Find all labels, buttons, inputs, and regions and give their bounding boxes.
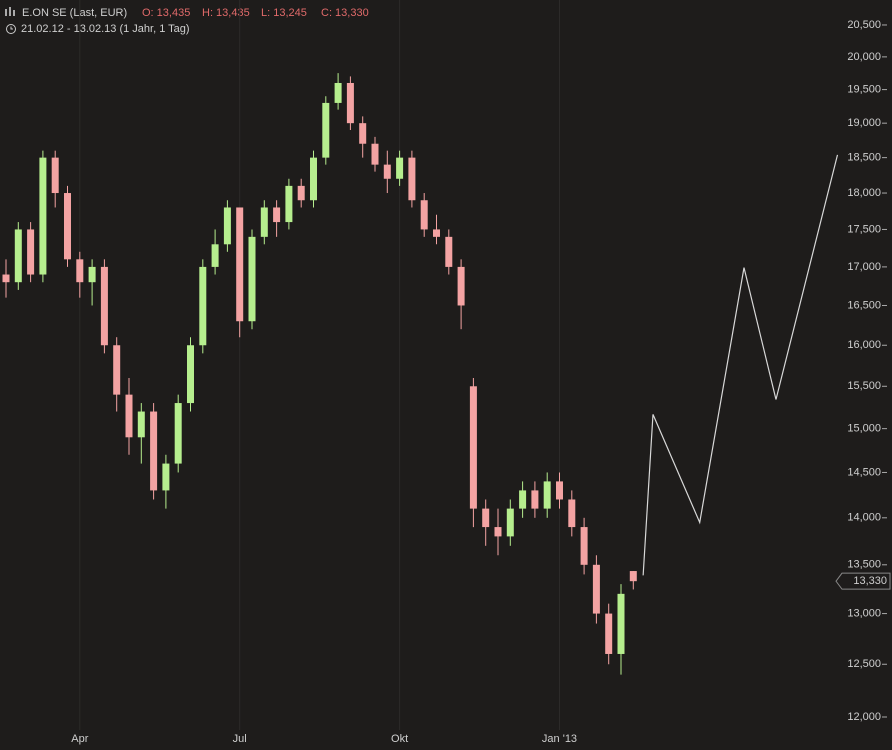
candle-body bbox=[297, 185, 305, 201]
x-tick-label: Jul bbox=[233, 733, 247, 745]
candle-body bbox=[64, 193, 71, 260]
projection-line bbox=[642, 154, 839, 576]
y-tick-label: 19,500 bbox=[847, 84, 881, 96]
candle-body bbox=[371, 143, 379, 165]
candle-body bbox=[125, 394, 133, 438]
y-tick-label: 19,000 bbox=[847, 117, 881, 129]
clock-icon bbox=[6, 24, 16, 34]
candle-body bbox=[199, 266, 207, 346]
y-tick-label: 18,500 bbox=[847, 152, 881, 164]
candle-body bbox=[223, 207, 231, 245]
candle-body bbox=[76, 259, 84, 283]
y-tick-label: 16,000 bbox=[847, 339, 881, 351]
candle-body bbox=[174, 403, 182, 464]
candle-body bbox=[211, 244, 219, 267]
candle-body bbox=[248, 236, 256, 322]
candle-body bbox=[359, 123, 367, 144]
candle-body bbox=[346, 82, 354, 124]
candle-body bbox=[531, 490, 539, 509]
instrument: E.ON SE (Last, EUR) bbox=[22, 7, 127, 19]
candle-body bbox=[592, 564, 600, 614]
candle-body bbox=[433, 229, 440, 237]
candle-body bbox=[482, 508, 490, 528]
y-tick-label: 15,000 bbox=[847, 423, 881, 435]
candle-body bbox=[445, 236, 453, 267]
ohlc-low: L: 13,245 bbox=[261, 7, 307, 19]
candle-body bbox=[580, 527, 588, 565]
date-range: 21.02.12 - 13.02.13 (1 Jahr, 1 Tag) bbox=[21, 23, 190, 35]
y-tick-label: 13,500 bbox=[847, 559, 881, 571]
candle-body bbox=[285, 185, 293, 223]
candle-body bbox=[27, 229, 35, 275]
candle-body bbox=[187, 345, 194, 404]
candle-body bbox=[396, 157, 404, 179]
chart-icon bbox=[5, 7, 15, 16]
candle-body bbox=[39, 157, 47, 275]
candle-body bbox=[543, 481, 551, 509]
candle-body bbox=[137, 411, 145, 438]
y-tick-label: 12,500 bbox=[847, 658, 881, 670]
candle-body bbox=[310, 157, 317, 201]
candle-body bbox=[383, 164, 391, 179]
y-tick-label: 16,500 bbox=[847, 299, 881, 311]
x-tick-label: Apr bbox=[71, 733, 88, 745]
candle-body bbox=[236, 207, 244, 322]
candle-body bbox=[617, 593, 625, 654]
candle-body bbox=[88, 266, 96, 283]
candle-body bbox=[150, 411, 158, 491]
price-tag-label: 13,330 bbox=[853, 575, 887, 587]
candle-body bbox=[469, 386, 477, 509]
candle-body bbox=[162, 463, 170, 491]
candle-body bbox=[420, 200, 428, 230]
ohlc-close: C: 13,330 bbox=[321, 7, 369, 19]
y-tick-label: 20,500 bbox=[847, 19, 881, 31]
x-tick-label: Jan '13 bbox=[542, 733, 577, 745]
price-tag bbox=[835, 572, 891, 590]
candle-body bbox=[100, 266, 108, 346]
y-tick-label: 14,500 bbox=[847, 466, 881, 478]
candle-body bbox=[51, 157, 59, 194]
candle-body bbox=[494, 527, 502, 537]
candle-body bbox=[113, 345, 121, 395]
candle-body bbox=[568, 499, 576, 528]
x-tick-label: Okt bbox=[391, 733, 408, 745]
ohlc-open: O: 13,435 bbox=[142, 7, 190, 19]
candle-body bbox=[556, 481, 563, 500]
candle-body bbox=[334, 82, 342, 103]
y-tick-label: 18,000 bbox=[847, 187, 881, 199]
candle-body bbox=[519, 490, 527, 509]
candle-body bbox=[629, 571, 637, 582]
candle-body bbox=[457, 266, 465, 306]
candle-body bbox=[605, 613, 613, 654]
candle-body bbox=[506, 508, 514, 537]
y-tick-label: 14,000 bbox=[847, 512, 881, 524]
y-tick-label: 15,500 bbox=[847, 380, 881, 392]
candle-body bbox=[260, 207, 268, 237]
y-tick-label: 12,000 bbox=[847, 711, 881, 723]
candle-body bbox=[2, 274, 10, 283]
y-tick-label: 17,000 bbox=[847, 261, 881, 273]
y-tick-label: 13,000 bbox=[847, 607, 881, 619]
y-tick-label: 17,500 bbox=[847, 223, 881, 235]
ohlc-high: H: 13,435 bbox=[202, 7, 250, 19]
candle-body bbox=[408, 157, 416, 201]
candle-body bbox=[322, 102, 330, 158]
candle-body bbox=[273, 207, 281, 223]
y-tick-label: 20,000 bbox=[847, 51, 881, 63]
candle-body bbox=[14, 229, 22, 283]
